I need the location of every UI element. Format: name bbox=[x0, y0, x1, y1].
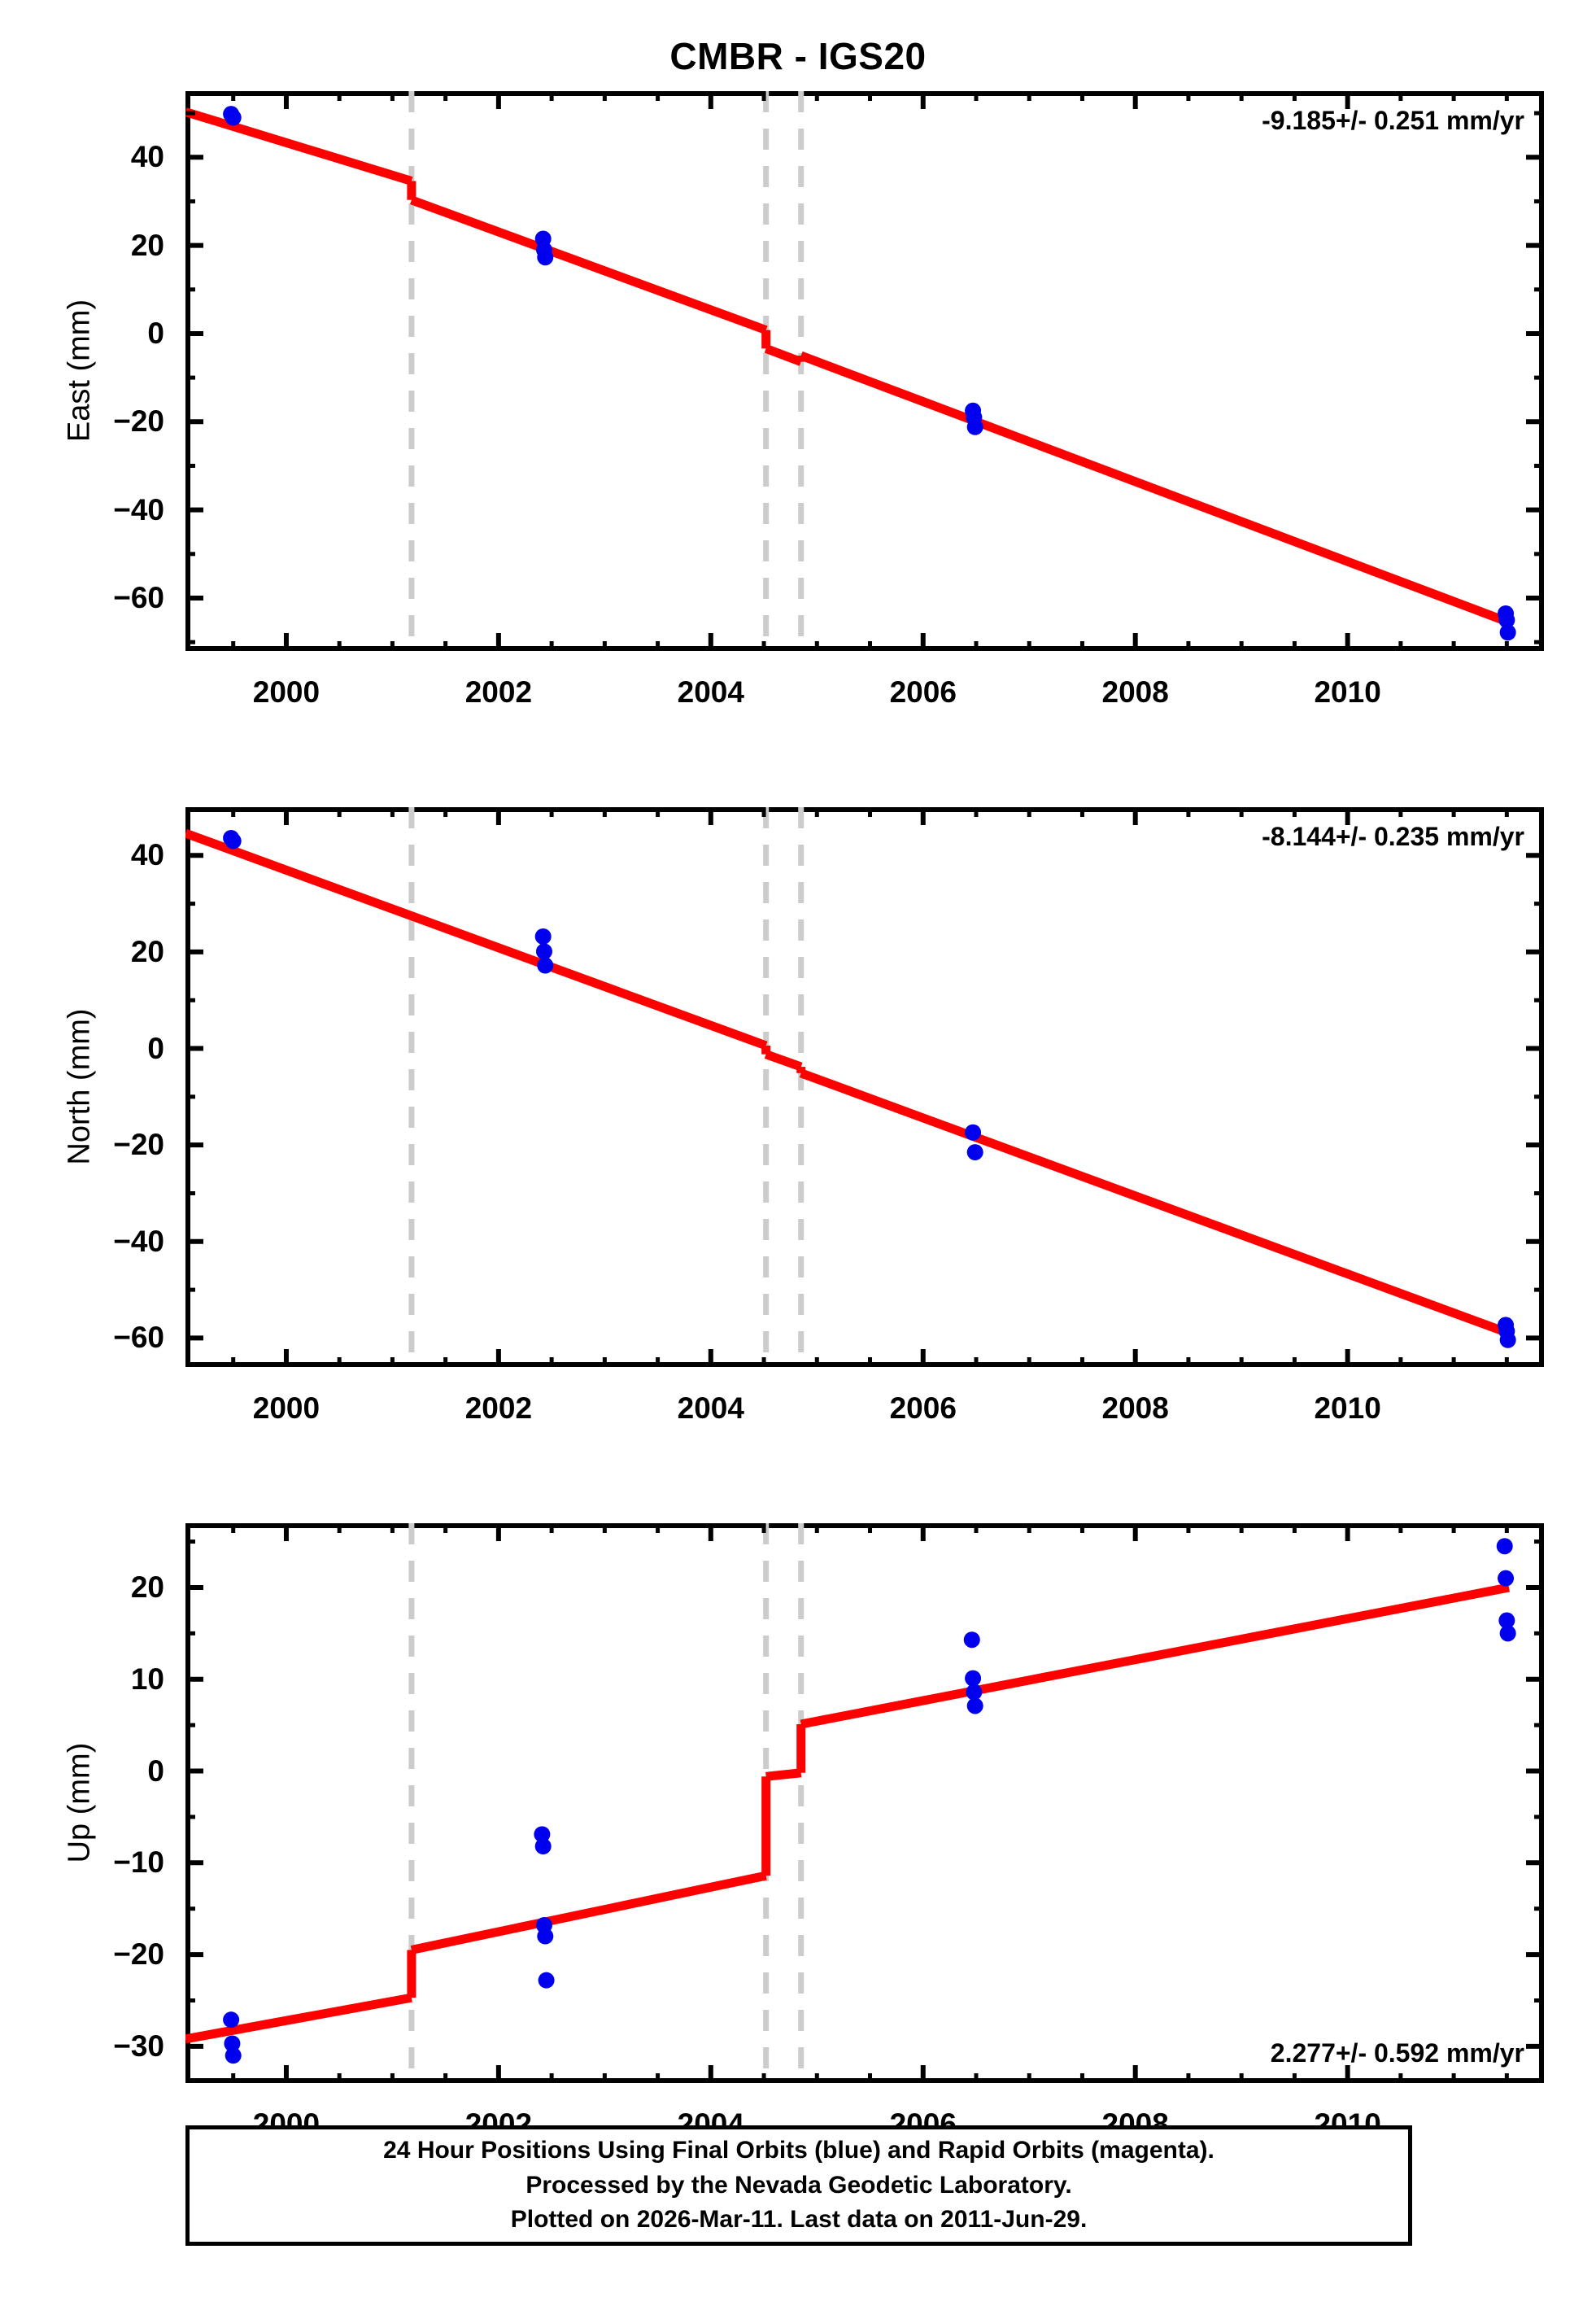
y-tick-label: −10 bbox=[113, 1845, 164, 1880]
data-point bbox=[1498, 1612, 1515, 1629]
data-point bbox=[538, 1972, 555, 1989]
y-axis-label: East (mm) bbox=[62, 299, 97, 443]
caption-box: 24 Hour Positions Using Final Orbits (bl… bbox=[185, 2125, 1412, 2246]
data-point bbox=[537, 957, 554, 974]
caption-line-2: Processed by the Nevada Geodetic Laborat… bbox=[525, 2171, 1072, 2199]
data-point bbox=[225, 2047, 242, 2064]
model-fit-segment bbox=[764, 1050, 803, 1072]
data-point bbox=[223, 2011, 240, 2029]
y-tick-label: 0 bbox=[147, 1754, 164, 1788]
data-point bbox=[1499, 624, 1516, 641]
data-point bbox=[966, 1144, 983, 1161]
x-tick-label: 2002 bbox=[464, 1391, 533, 1425]
plot-canvas bbox=[185, 91, 1544, 651]
model-fit-segment bbox=[800, 1583, 1510, 1729]
y-tick-label: −20 bbox=[113, 404, 164, 439]
model-fit-segment bbox=[185, 828, 768, 1050]
model-fit-segment bbox=[410, 1871, 767, 1954]
data-point bbox=[966, 418, 983, 435]
x-tick-label: 2004 bbox=[677, 675, 744, 709]
data-point bbox=[225, 832, 242, 849]
data-point bbox=[224, 2035, 241, 2052]
y-tick-label: 20 bbox=[130, 228, 164, 262]
y-tick-label: −60 bbox=[113, 1321, 164, 1355]
data-point bbox=[1498, 1570, 1515, 1587]
y-tick-label: −30 bbox=[113, 2029, 164, 2063]
model-fit-segment bbox=[410, 195, 768, 334]
y-tick-label: 40 bbox=[130, 140, 164, 174]
x-tick-label: 2006 bbox=[889, 675, 957, 709]
x-tick-label: 2000 bbox=[252, 675, 321, 709]
data-point bbox=[535, 943, 552, 960]
model-fit-segment bbox=[185, 1993, 412, 2044]
y-tick-label: −40 bbox=[113, 1224, 164, 1258]
y-axis-label: Up (mm) bbox=[62, 1742, 97, 1863]
data-point bbox=[534, 1838, 552, 1855]
data-point bbox=[966, 1697, 983, 1714]
rate-annotation: 2.277+/- 0.592 mm/yr bbox=[1270, 2038, 1524, 2068]
data-point bbox=[963, 1631, 980, 1649]
data-point bbox=[537, 1928, 554, 1945]
y-tick-label: 20 bbox=[130, 1570, 164, 1604]
data-point bbox=[1499, 1331, 1516, 1348]
data-point bbox=[1496, 1538, 1513, 1555]
y-tick-label: −60 bbox=[113, 580, 164, 614]
model-fit-segment bbox=[799, 351, 1511, 627]
model-fit-segment bbox=[185, 107, 413, 186]
data-point bbox=[1498, 612, 1515, 629]
y-tick-label: −20 bbox=[113, 1128, 164, 1162]
y-tick-label: −20 bbox=[113, 1937, 164, 1972]
x-tick-label: 2008 bbox=[1101, 1391, 1169, 1425]
rate-annotation: -8.144+/- 0.235 mm/yr bbox=[1262, 822, 1524, 851]
y-tick-label: 20 bbox=[130, 934, 164, 968]
x-tick-label: 2006 bbox=[889, 1391, 957, 1425]
y-tick-label: −40 bbox=[113, 492, 164, 526]
plot-canvas bbox=[185, 807, 1544, 1367]
y-tick-label: 0 bbox=[147, 1031, 164, 1065]
caption-line-3: Plotted on 2026-Mar-11. Last data on 201… bbox=[510, 2206, 1088, 2234]
data-point bbox=[966, 1684, 983, 1701]
caption-line-1: 24 Hour Positions Using Final Orbits (bl… bbox=[383, 2137, 1214, 2164]
y-tick-label: 40 bbox=[130, 838, 164, 872]
page-title: CMBR - IGS20 bbox=[669, 35, 927, 77]
data-point bbox=[965, 1124, 982, 1141]
model-fit-segment bbox=[764, 344, 803, 366]
y-tick-label: 10 bbox=[130, 1662, 164, 1696]
rate-annotation: -9.185+/- 0.251 mm/yr bbox=[1262, 106, 1524, 135]
y-tick-label: 0 bbox=[147, 316, 164, 350]
data-point bbox=[965, 1670, 982, 1687]
y-axis-label: North (mm) bbox=[62, 1008, 97, 1165]
x-tick-label: 2010 bbox=[1314, 1391, 1381, 1425]
data-point bbox=[537, 249, 554, 266]
x-tick-label: 2008 bbox=[1101, 675, 1169, 709]
model-fit-segment bbox=[765, 1768, 802, 1781]
data-point bbox=[1499, 1625, 1516, 1642]
panel-north: 40 20 0 −20 −40 −60 2000 2002 2004 2006 2008 2010 No… bbox=[63, 807, 1544, 1425]
data-point bbox=[534, 1826, 551, 1843]
panel-east: 40 20 0 −20 −40 −60 2000 2002 2004 2006 2008 2010 Ea… bbox=[63, 91, 1544, 709]
x-tick-label: 2010 bbox=[1314, 675, 1381, 709]
data-point bbox=[225, 109, 242, 126]
data-point bbox=[534, 928, 552, 945]
x-tick-label: 2002 bbox=[464, 675, 533, 709]
panel-up: 20 10 0 −10 −20 −30 2000 2002 2004 2006 2008 2010 Up… bbox=[63, 1523, 1544, 2208]
model-fit-segment bbox=[799, 1068, 1511, 1338]
x-tick-label: 2004 bbox=[677, 1391, 744, 1425]
x-tick-label: 2000 bbox=[252, 1391, 321, 1425]
plot-canvas bbox=[185, 1523, 1544, 2083]
